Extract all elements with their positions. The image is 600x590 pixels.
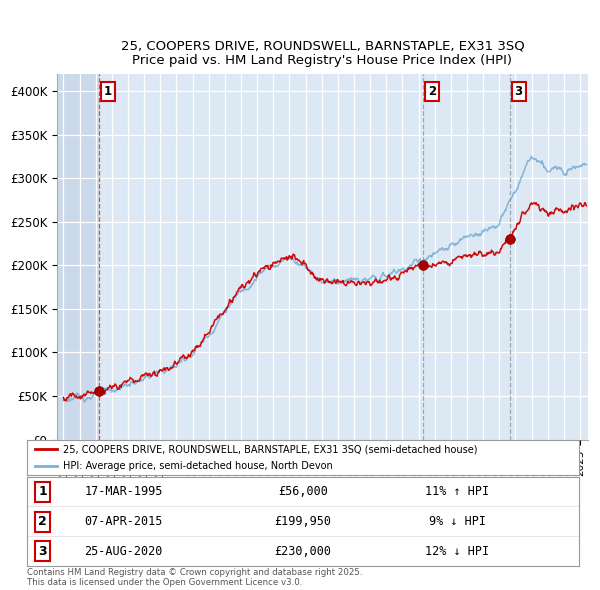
Text: 9% ↓ HPI: 9% ↓ HPI bbox=[429, 515, 486, 528]
Text: 07-APR-2015: 07-APR-2015 bbox=[85, 515, 163, 528]
Bar bbox=[57, 74, 99, 440]
Text: £199,950: £199,950 bbox=[275, 515, 331, 528]
Text: 2: 2 bbox=[428, 85, 436, 98]
Text: 2: 2 bbox=[38, 515, 47, 528]
Bar bbox=[57, 74, 99, 440]
Text: 3: 3 bbox=[515, 85, 523, 98]
Title: 25, COOPERS DRIVE, ROUNDSWELL, BARNSTAPLE, EX31 3SQ
Price paid vs. HM Land Regis: 25, COOPERS DRIVE, ROUNDSWELL, BARNSTAPL… bbox=[121, 39, 524, 67]
Text: Contains HM Land Registry data © Crown copyright and database right 2025.
This d: Contains HM Land Registry data © Crown c… bbox=[27, 568, 362, 587]
Text: 11% ↑ HPI: 11% ↑ HPI bbox=[425, 486, 490, 499]
Text: HPI: Average price, semi-detached house, North Devon: HPI: Average price, semi-detached house,… bbox=[63, 461, 332, 471]
Text: £56,000: £56,000 bbox=[278, 486, 328, 499]
Text: £230,000: £230,000 bbox=[275, 545, 331, 558]
Text: 3: 3 bbox=[38, 545, 47, 558]
Text: 17-MAR-1995: 17-MAR-1995 bbox=[85, 486, 163, 499]
Text: 12% ↓ HPI: 12% ↓ HPI bbox=[425, 545, 490, 558]
Text: 25-AUG-2020: 25-AUG-2020 bbox=[85, 545, 163, 558]
Text: 25, COOPERS DRIVE, ROUNDSWELL, BARNSTAPLE, EX31 3SQ (semi-detached house): 25, COOPERS DRIVE, ROUNDSWELL, BARNSTAPL… bbox=[63, 444, 478, 454]
Text: 1: 1 bbox=[38, 486, 47, 499]
Text: 1: 1 bbox=[104, 85, 112, 98]
